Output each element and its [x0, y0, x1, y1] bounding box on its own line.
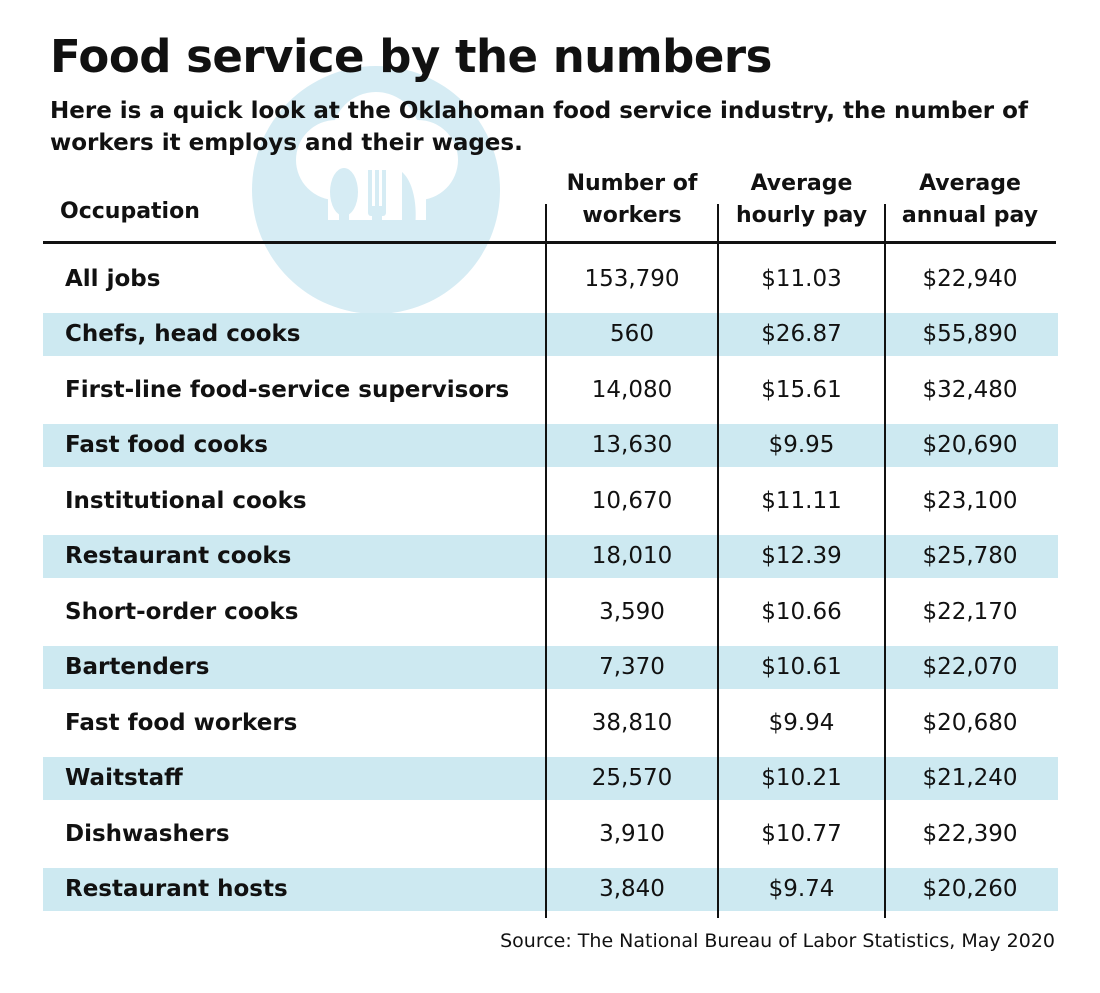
workers-cell: 25,570	[591, 765, 673, 792]
spoon-icon	[330, 168, 358, 292]
annual-pay-cell: $22,390	[922, 820, 1018, 847]
table-row: Restaurant cooks 18,010 $12.39 $25,780	[43, 529, 1058, 585]
workers-cell: 7,370	[599, 654, 665, 681]
chef-hat-utensils-logo	[252, 66, 500, 314]
table-row: Short-order cooks 3,590 $10.66 $22,170	[43, 584, 1058, 640]
annual-pay-cell: $20,260	[922, 876, 1018, 903]
workers-cell: 3,840	[599, 876, 665, 903]
table-row: All jobs 153,790 $11.03 $22,940	[43, 251, 1058, 307]
annual-pay-cell: $32,480	[922, 376, 1018, 403]
page-title: Food service by the numbers	[50, 30, 772, 83]
workers-cell: 153,790	[584, 265, 680, 292]
workers-cell: 560	[610, 321, 654, 348]
hourly-pay-cell: $15.61	[761, 376, 842, 403]
table-row: Chefs, head cooks 560 $26.87 $55,890	[43, 307, 1058, 363]
occupation-cell: Restaurant cooks	[65, 543, 292, 570]
occupation-cell: Chefs, head cooks	[65, 321, 301, 348]
header-rule	[43, 241, 1056, 244]
table-row: First-line food-service supervisors 14,08…	[43, 362, 1058, 418]
annual-pay-cell: $22,070	[922, 654, 1018, 681]
occupation-cell: Institutional cooks	[65, 487, 307, 514]
table-row: Institutional cooks 10,670 $11.11 $23,100	[43, 473, 1058, 529]
annual-pay-cell: $25,780	[922, 543, 1018, 570]
occupation-cell: Waitstaff	[65, 765, 183, 792]
annual-pay-cell: $22,940	[922, 265, 1018, 292]
occupation-cell: Bartenders	[65, 654, 210, 681]
occupation-cell: Fast food workers	[65, 709, 298, 736]
header-workers: Number of workers	[566, 171, 698, 228]
annual-pay-cell: $55,890	[922, 321, 1018, 348]
table-row: Fast food cooks 13,630 $9.95 $20,690	[43, 418, 1058, 474]
column-divider	[884, 204, 886, 918]
hourly-pay-cell: $11.03	[761, 265, 842, 292]
hourly-pay-cell: $10.61	[761, 654, 842, 681]
annual-pay-cell: $20,680	[922, 709, 1018, 736]
annual-pay-cell: $23,100	[922, 487, 1018, 514]
annual-pay-cell: $21,240	[922, 765, 1018, 792]
source-note: Source: The National Bureau of Labor Sta…	[500, 930, 1055, 952]
annual-pay-cell: $20,690	[922, 432, 1018, 459]
hourly-pay-cell: $10.66	[761, 598, 842, 625]
column-divider	[717, 204, 719, 918]
occupation-cell: Short-order cooks	[65, 598, 299, 625]
workers-cell: 3,590	[599, 598, 665, 625]
hourly-pay-cell: $10.77	[761, 820, 842, 847]
hourly-pay-cell: $9.95	[768, 432, 835, 459]
hourly-pay-cell: $9.94	[768, 709, 835, 736]
occupation-cell: Restaurant hosts	[65, 876, 288, 903]
table-row: Bartenders 7,370 $10.61 $22,070	[43, 640, 1058, 696]
annual-pay-cell: $22,170	[922, 598, 1018, 625]
column-divider	[545, 204, 547, 918]
hourly-pay-cell: $10.21	[761, 765, 842, 792]
occupation-cell: First-line food-service supervisors	[65, 376, 510, 403]
header-hourly-pay: Average hourly pay	[735, 171, 868, 228]
occupation-cell: Fast food cooks	[65, 432, 268, 459]
knife-icon	[401, 172, 416, 292]
data-table: All jobs 153,790 $11.03 $22,940 Chefs, head …	[43, 251, 1058, 917]
workers-cell: 38,810	[591, 709, 673, 736]
page-subtitle: Here is a quick look at the Oklahoman fo…	[50, 98, 1028, 156]
header-occupation: Occupation	[60, 199, 200, 224]
workers-cell: 13,630	[591, 432, 673, 459]
hourly-pay-cell: $12.39	[761, 543, 842, 570]
hourly-pay-cell: $11.11	[761, 487, 842, 514]
table-row: Fast food workers 38,810 $9.94 $20,680	[43, 695, 1058, 751]
table-row: Waitstaff 25,570 $10.21 $21,240	[43, 751, 1058, 807]
workers-cell: 14,080	[591, 376, 673, 403]
workers-cell: 3,910	[599, 820, 665, 847]
workers-cell: 18,010	[591, 543, 673, 570]
table-row: Restaurant hosts 3,840 $9.74 $20,260	[43, 862, 1058, 918]
hourly-pay-cell: $26.87	[761, 321, 842, 348]
fork-icon	[368, 170, 386, 292]
occupation-cell: All jobs	[65, 265, 161, 292]
occupation-cell: Dishwashers	[65, 820, 230, 847]
workers-cell: 10,670	[591, 487, 673, 514]
hourly-pay-cell: $9.74	[768, 876, 835, 903]
header-annual-pay: Average annual pay	[901, 171, 1039, 228]
table-row: Dishwashers 3,910 $10.77 $22,390	[43, 806, 1058, 862]
